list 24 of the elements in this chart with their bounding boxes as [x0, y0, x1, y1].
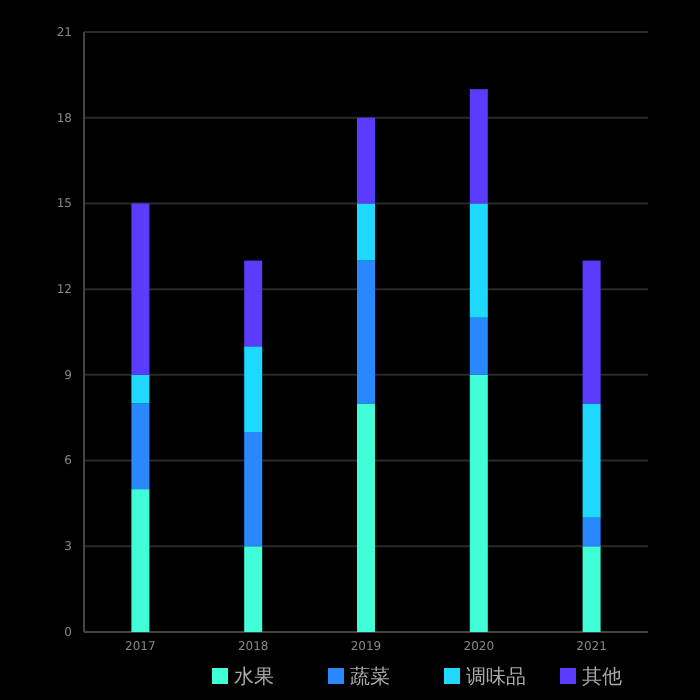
legend-label: 其他	[582, 665, 622, 689]
bar	[469, 374, 488, 632]
bar	[131, 374, 150, 404]
bar	[469, 317, 488, 375]
bar	[357, 203, 375, 261]
bar	[469, 89, 488, 204]
bar	[582, 546, 601, 632]
bar	[582, 260, 601, 404]
bar	[131, 203, 150, 375]
legend-label: 水果	[234, 665, 274, 689]
bar	[357, 260, 375, 404]
legend-label: 调味品	[466, 665, 526, 689]
bar	[357, 403, 375, 632]
bar	[582, 403, 601, 518]
bar	[469, 203, 488, 318]
bar	[131, 403, 150, 490]
bar	[244, 432, 263, 547]
bar	[357, 117, 375, 204]
bar	[131, 489, 150, 632]
bar	[582, 517, 601, 547]
bar	[244, 346, 263, 432]
legend-label: 蔬菜	[350, 665, 390, 689]
bar	[244, 260, 263, 347]
bar	[244, 546, 263, 632]
